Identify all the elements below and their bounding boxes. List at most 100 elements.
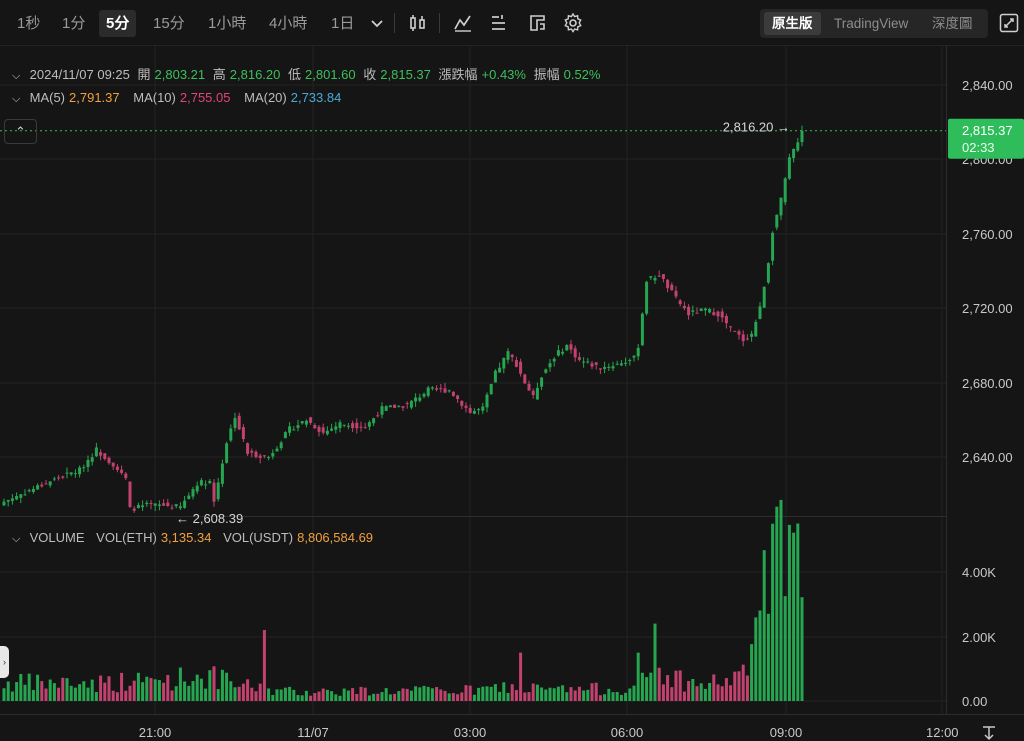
candle-body [426,387,430,396]
volume-bar [405,688,409,701]
volume-bar [94,692,98,701]
candle-body [321,427,325,433]
settings-list-icon[interactable] [488,12,510,34]
view-tradingview[interactable]: TradingView [834,16,909,31]
volume-bar [355,693,359,701]
volume-bar [166,674,170,701]
view-native[interactable]: 原生版 [764,12,821,35]
timeframe-1m[interactable]: 1分 [62,15,86,32]
volume-bar [573,690,577,701]
candle-body [149,503,153,505]
vol-eth-label: VOL(ETH) [96,530,157,545]
candle-body [430,387,434,389]
volume-bar [271,694,275,701]
candle-body [502,357,506,369]
candle-body [628,359,632,361]
candle-body [548,363,552,368]
chevron-down-icon[interactable]: ⌵ [12,93,21,105]
candle-body [338,422,342,429]
legend-open-label: 開 [137,67,151,82]
volume-bar [477,687,481,701]
candle-body [183,500,187,508]
candle-body [523,374,527,384]
chevron-down-icon[interactable]: ⌵ [12,70,21,82]
candle-body [124,473,128,479]
volume-bar [250,687,254,701]
candle-body [170,507,174,509]
candle-body [254,451,258,458]
candle-body [388,405,392,408]
candle-body [708,309,712,313]
candle-body [792,148,796,159]
candle-body [363,427,367,429]
volume-bar [775,506,779,701]
timeframe-1d[interactable]: 1日 [331,15,355,32]
ma5-value: 2,791.37 [69,90,120,105]
candle-body [262,455,266,457]
candle-body [552,358,556,362]
gear-icon[interactable] [562,12,584,34]
candle-body [775,214,779,228]
volume-bar [225,672,229,701]
candle-body [594,362,598,365]
fullscreen-icon[interactable] [998,12,1020,34]
vol-usdt-value: 8,806,584.69 [297,530,374,545]
candle-body [514,360,518,367]
candle-body [729,326,733,328]
candle-body [296,425,300,428]
volume-bar [262,630,266,701]
volume-bar [430,688,434,701]
timeframe-4h[interactable]: 4小時 [269,15,308,32]
template-icon[interactable] [527,12,549,34]
volume-bar [2,688,6,701]
candle-body [120,469,124,473]
scale-reset-icon[interactable] [983,726,995,741]
volume-bar [267,688,271,701]
indicator-icon[interactable] [452,12,474,34]
candle-body [800,130,804,143]
volume-bar [397,691,401,701]
view-depth[interactable]: 深度圖 [932,16,973,31]
volume-bar [762,550,766,701]
volume-bar [603,694,607,701]
candle-body [435,388,439,390]
volume-bar [325,689,329,701]
chevron-down-icon[interactable] [366,12,388,34]
timeframe-15m[interactable]: 15分 [153,15,185,32]
ma20-value: 2,733.84 [290,90,342,105]
timeframe-1s[interactable]: 1秒 [17,15,41,32]
current-price-value: 2,815.37 [962,123,1013,138]
volume-bar [57,687,61,701]
candle-body [351,423,355,429]
candle-body [246,443,250,454]
candle-body [531,390,535,395]
candle-type-icon[interactable] [407,12,429,34]
candle-body [384,406,388,411]
volume-bar [792,532,796,701]
volume-bar [531,683,535,701]
volume-bar [367,695,371,701]
candle-body [372,418,376,424]
timeframe-1h[interactable]: 1小時 [208,15,247,32]
volume-bar [645,677,649,701]
candle-body [325,430,329,435]
candle-body [99,452,103,456]
sidebar-expand-handle[interactable]: › [0,646,9,678]
candle-body [355,422,359,429]
candle-body [250,450,254,453]
candle-body [178,506,182,509]
volume-bar [481,686,485,701]
volume-bar [334,694,338,701]
volume-bar [153,679,157,701]
candle-body [191,489,195,497]
volume-bar [544,689,548,701]
candle-body [695,312,699,314]
collapse-legend-button[interactable]: ⌃ [4,119,37,144]
candle-body [624,362,628,364]
volume-bar [687,681,691,701]
candle-body [787,157,791,179]
candle-body [94,447,98,457]
chevron-down-icon[interactable]: ⌵ [12,533,21,545]
timeframe-5m[interactable]: 5分 [99,10,137,37]
